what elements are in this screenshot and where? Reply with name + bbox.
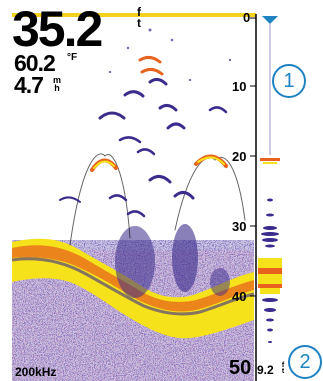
scale-tick-40: 40 (232, 289, 247, 304)
water-temp-unit: °F (67, 52, 78, 63)
depth-readout: 35.2 (12, 1, 103, 57)
frequency-label: 200kHz (15, 365, 57, 379)
flasher-depth-readout: 9.2 (257, 363, 274, 377)
depth-scale (250, 17, 256, 297)
scale-tick-0: 0 (243, 10, 251, 25)
callout-1-badge: 1 (272, 64, 306, 98)
callout-2-badge: 2 (288, 345, 322, 379)
scale-tick-20: 20 (232, 149, 247, 164)
speed-readout: 4.7 (14, 72, 44, 98)
scale-tick-10: 10 (232, 79, 247, 94)
sonar-history (12, 14, 254, 381)
scale-tick-30: 30 (232, 219, 247, 234)
range-readout: 50 (229, 357, 252, 379)
water-temp-readout: 60.2 (14, 50, 56, 76)
surface-bar (12, 13, 256, 17)
